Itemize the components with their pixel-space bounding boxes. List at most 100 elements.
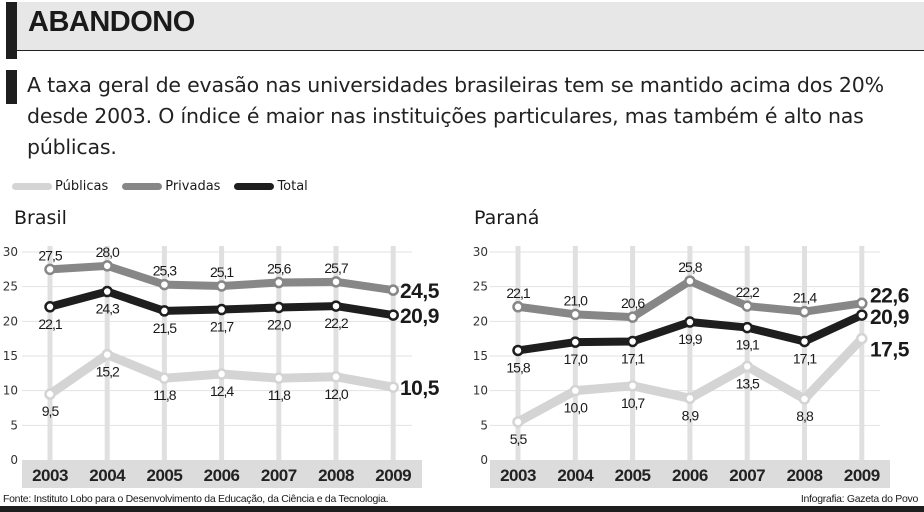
- y-tick-label: 30: [473, 245, 488, 259]
- data-point: [569, 308, 582, 321]
- data-point: [512, 416, 524, 428]
- end-value-label: 24,5: [400, 280, 440, 303]
- data-point: [798, 393, 811, 405]
- data-point: [273, 276, 285, 289]
- data-point: [741, 321, 753, 334]
- y-tick-label: 20: [473, 314, 488, 328]
- data-label: 22,0: [267, 316, 291, 332]
- x-tick-label: 2006: [672, 466, 708, 485]
- data-label: 25,3: [153, 263, 177, 279]
- data-point: [101, 260, 113, 272]
- x-axis-band: [22, 460, 422, 488]
- end-value-label: 20,9: [400, 305, 439, 328]
- data-point: [158, 278, 171, 291]
- data-label: 21,4: [793, 290, 817, 306]
- data-point: [798, 305, 811, 318]
- x-tick-label: 2003: [32, 466, 68, 485]
- x-tick-label: 2003: [500, 466, 536, 485]
- end-value-label: 22,6: [870, 284, 909, 307]
- data-label: 12,4: [210, 383, 234, 399]
- data-point: [512, 344, 524, 357]
- x-tick-label: 2009: [844, 466, 880, 485]
- data-point: [626, 335, 639, 348]
- data-point: [101, 348, 113, 361]
- data-point: [273, 372, 285, 384]
- x-tick-label: 2007: [729, 466, 765, 485]
- y-tick-label: 5: [480, 418, 488, 432]
- x-axis-band: [490, 460, 890, 488]
- credit-note: Infografia: Gazeta do Povo: [800, 493, 918, 505]
- data-label: 25,7: [324, 260, 348, 276]
- data-point: [330, 300, 342, 312]
- data-label: 22,2: [324, 315, 348, 331]
- y-tick-label: 5: [10, 418, 18, 432]
- x-tick-label: 2004: [89, 466, 126, 485]
- y-tick-label: 0: [480, 453, 488, 467]
- data-label: 22,1: [38, 316, 62, 332]
- legend-item-privadas: Privadas: [122, 179, 220, 194]
- data-label: 13,5: [736, 375, 760, 391]
- data-point: [741, 300, 753, 312]
- data-label: 15,2: [96, 364, 120, 380]
- source-note: Fonte: Instituto Lobo para o Desenvolvim…: [3, 493, 389, 505]
- header-bar: [6, 2, 924, 51]
- legend-label: Privadas: [165, 178, 221, 194]
- data-point: [626, 380, 639, 392]
- data-label: 24,3: [96, 301, 120, 317]
- y-tick-label: 10: [3, 384, 18, 398]
- chart-paran: 0 5 10 15 20 25 30 2003 2004 2005 2006 2007 2008 2009…: [473, 245, 910, 488]
- data-point: [44, 263, 56, 276]
- x-tick-label: 2009: [375, 466, 411, 485]
- data-label: 17,1: [793, 350, 817, 366]
- data-label: 22,2: [736, 284, 760, 300]
- data-point: [569, 336, 582, 348]
- footer-rule: [0, 506, 924, 512]
- y-tick-label: 0: [10, 453, 18, 467]
- data-label: 8,8: [796, 408, 814, 424]
- x-tick-label: 2008: [318, 466, 354, 485]
- data-point: [741, 360, 753, 373]
- data-label: 17,1: [621, 350, 645, 366]
- data-point: [215, 368, 228, 380]
- data-point: [387, 284, 399, 296]
- data-point: [215, 303, 228, 316]
- data-point: [684, 316, 696, 328]
- data-point: [626, 311, 639, 323]
- data-point: [44, 301, 56, 313]
- data-label: 12,0: [324, 386, 348, 402]
- intro-accent-bar: [6, 70, 17, 104]
- x-tick-label: 2005: [615, 466, 651, 485]
- data-label: 27,5: [38, 247, 62, 263]
- legend-label: Públicas: [55, 178, 109, 194]
- data-point: [387, 309, 399, 321]
- data-label: 25,1: [210, 264, 234, 280]
- data-point: [158, 305, 171, 317]
- legend-label: Total: [277, 178, 308, 194]
- legend-swatch-total: [234, 182, 275, 190]
- chart-brasil: 0 5 10 15 20 25 30 2003 2004 2005 2006 2007 2008 2009…: [3, 244, 440, 488]
- data-label: 19,9: [678, 331, 702, 347]
- legend: Públicas Privadas Total: [12, 176, 322, 196]
- data-point: [101, 285, 113, 298]
- data-label: 25,8: [678, 259, 702, 275]
- legend-item-publicas: Públicas: [12, 179, 108, 194]
- y-tick-label: 25: [3, 280, 18, 294]
- data-point: [158, 372, 171, 384]
- data-label: 21,7: [210, 319, 234, 335]
- data-label: 25,6: [267, 261, 291, 277]
- data-point: [856, 332, 868, 345]
- data-label: 21,0: [564, 292, 588, 308]
- data-label: 15,8: [506, 359, 530, 375]
- header-accent-bar: [6, 2, 17, 59]
- data-label: 22,1: [506, 285, 530, 301]
- data-point: [684, 392, 696, 405]
- x-tick-label: 2006: [204, 466, 240, 485]
- y-tick-label: 15: [3, 349, 18, 363]
- x-tick-label: 2004: [557, 466, 594, 485]
- infographic-title: ABANDONO: [28, 6, 195, 38]
- y-tick-label: 20: [3, 314, 18, 328]
- data-label: 10,0: [564, 400, 588, 416]
- data-point: [512, 301, 524, 313]
- data-label: 21,5: [153, 320, 177, 336]
